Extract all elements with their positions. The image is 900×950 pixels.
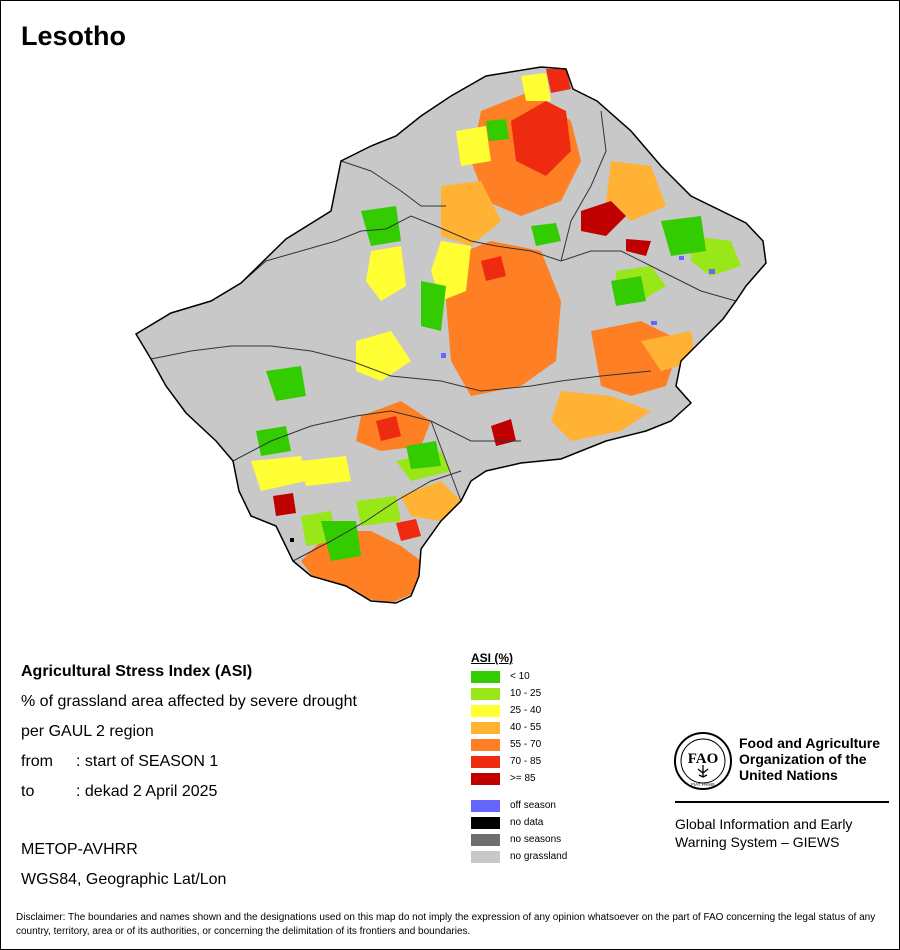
district-boundaries [150,110,737,562]
legend-label: < 10 [510,671,530,682]
legend-item: < 10 [471,668,567,685]
asi-zone-under-10-1 [361,206,401,246]
legend-title: ASI (%) [471,651,513,665]
legend-label: no data [510,817,544,828]
to-label: to [21,783,35,800]
legend-classes: < 10 10 - 25 25 - 40 40 - 55 55 - 70 70 … [471,668,567,787]
legend-item: no grassland [471,848,567,865]
no-data-speck [290,538,294,542]
asi-zone-under-10-2 [421,281,446,331]
asi-zone-70-85-south [396,519,421,541]
legend-swatch [471,738,500,751]
source-block: METOP-AVHRR WGS84, Geographic Lat/Lon [21,835,226,895]
legend-swatch [471,670,500,683]
off-season-speck-1 [709,269,715,274]
asi-zone-under-10-3 [266,366,306,401]
asi-zone-70-85-mid [376,416,401,441]
asi-zone-40-55-2 [606,161,666,221]
legend-label: 40 - 55 [510,722,542,733]
fao-seal-letters: FAO [688,751,719,767]
from-value: : start of SEASON 1 [76,753,219,770]
asi-zone-55-70-central [441,241,561,396]
map-title: Lesotho [21,21,126,51]
legend-item: no data [471,814,567,831]
off-season-speck-3 [441,353,446,358]
legend-swatch [471,687,500,700]
legend-item: no seasons [471,831,567,848]
legend-item: 55 - 70 [471,736,567,753]
asi-zone-under-10-10 [486,119,509,141]
map-info-block: Agricultural Stress Index (ASI) % of gra… [21,657,357,807]
asi-zone-25-40-4 [251,456,306,491]
from-label: from [21,753,53,770]
fao-logo-block: FAO FIAT PANIS Food and Agriculture Orga… [673,731,889,850]
asi-zone-85-plus-3 [273,493,296,516]
asi-zone-under-10-6 [406,441,441,469]
fao-divider [675,801,889,803]
legend-other: off season no data no seasons no grassla… [471,797,567,865]
asi-zone-under-10-5 [661,216,706,256]
legend-label: 10 - 25 [510,688,542,699]
asi-zone-40-55-3 [551,391,651,441]
asi-zone-85-plus-2 [491,419,516,446]
legend-label: 25 - 40 [510,705,542,716]
to-value: : dekad 2 April 2025 [76,783,218,800]
legend-label: no grassland [510,851,568,862]
legend-swatch [471,799,500,812]
asi-zone-under-10-7 [321,521,361,561]
asi-zone-25-40-6 [521,73,551,101]
asi-zone-40-55-4 [401,481,461,521]
legend-swatch [471,833,500,846]
off-season-speck-4 [679,256,684,260]
legend-swatch [471,721,500,734]
legend-item: 40 - 55 [471,719,567,736]
giews-name: Global Information and Early Warning Sys… [675,816,853,850]
asi-zone-40-55-1 [441,181,501,246]
legend: ASI (%) < 10 10 - 25 25 - 40 40 - 55 55 … [471,651,567,865]
legend-label: 55 - 70 [510,739,542,750]
legend-label: >= 85 [510,773,536,784]
legend-item: off season [471,797,567,814]
legend-swatch [471,704,500,717]
asi-zone-70-85-north [511,101,571,176]
off-season-speck-2 [651,321,657,325]
index-title: Agricultural Stress Index (ASI) [21,663,253,680]
asi-zone-under-10-8 [531,223,561,246]
disclaimer: Disclaimer: The boundaries and names sho… [16,912,876,937]
asi-zone-25-40-7 [301,456,351,486]
region-level: per GAUL 2 region [21,723,154,740]
legend-item: 25 - 40 [471,702,567,719]
legend-label: 70 - 85 [510,756,542,767]
legend-label: off season [510,800,556,811]
legend-swatch [471,772,500,785]
asi-zone-85-plus-1 [581,201,626,236]
asi-zone-25-40-2 [366,246,406,301]
fao-seal-icon: FAO FIAT PANIS [674,732,732,790]
asi-zone-25-40-5 [456,126,491,166]
legend-item: >= 85 [471,770,567,787]
legend-item: 70 - 85 [471,753,567,770]
asi-zone-under-10-4 [611,276,646,306]
asi-zone-70-85-top [546,69,571,93]
fao-seal-motto: FIAT PANIS [691,782,715,787]
index-description: % of grassland area affected by severe d… [21,693,357,710]
legend-swatch [471,850,500,863]
asi-zone-10-25-3 [356,496,401,526]
legend-item: 10 - 25 [471,685,567,702]
fao-name: Food and Agriculture Organization of the… [739,735,881,783]
period-from: from : start of SEASON 1 [21,747,357,777]
asi-zone-70-85-center [481,256,506,281]
map-canvas [135,66,767,604]
asi-zone-under-10-9 [256,426,291,456]
asi-zone-85-plus-4 [626,239,651,256]
legend-swatch [471,816,500,829]
legend-swatch [471,755,500,768]
projection-name: WGS84, Geographic Lat/Lon [21,871,227,888]
period-to: to : dekad 2 April 2025 [21,777,357,807]
sensor-name: METOP-AVHRR [21,841,138,858]
legend-label: no seasons [510,834,562,845]
